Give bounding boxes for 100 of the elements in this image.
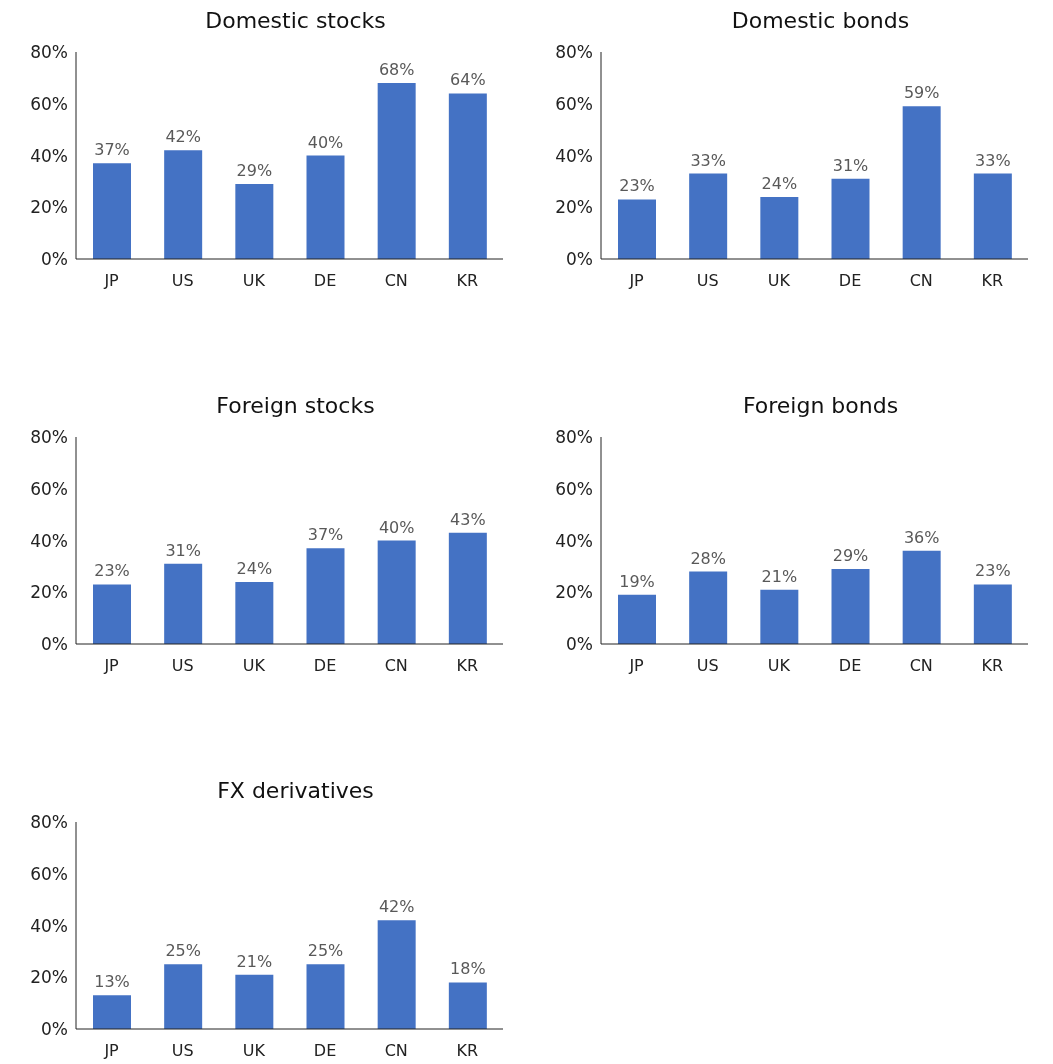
bar (448, 93, 487, 259)
y-tick-label: 60% (555, 93, 593, 114)
data-label: 31% (832, 155, 869, 175)
y-tick-label: 20% (30, 582, 68, 603)
data-label: 37% (307, 525, 344, 545)
data-label: 64% (450, 70, 486, 90)
x-tick-label: JP (103, 656, 120, 676)
data-label: 40% (307, 132, 344, 152)
bar (93, 584, 131, 644)
data-label: 21% (236, 951, 273, 971)
x-tick-label: KR (456, 656, 479, 676)
bar (377, 540, 416, 644)
chart-title: Domestic bonds (730, 8, 911, 35)
x-tick-label: DE (838, 271, 862, 291)
y-tick-label: 40% (555, 145, 593, 166)
bar (377, 920, 416, 1029)
y-tick-label: 20% (30, 967, 68, 988)
data-label: 33% (975, 150, 1011, 170)
x-tick-label: JP (628, 271, 645, 291)
x-tick-label: UK (767, 656, 791, 676)
x-tick-label: CN (384, 1041, 408, 1061)
x-tick-label: DE (313, 271, 337, 291)
y-tick-label: 20% (30, 197, 68, 218)
y-tick-label: 80% (555, 427, 593, 448)
y-tick-label: 20% (555, 197, 593, 218)
bar (618, 594, 656, 644)
bar (973, 173, 1012, 259)
data-label: 33% (690, 150, 726, 170)
y-tick-label: 60% (30, 93, 68, 114)
bar (902, 550, 941, 644)
x-tick-label: DE (838, 656, 862, 676)
bar (93, 163, 131, 259)
bar (93, 995, 131, 1029)
x-tick-label: US (171, 656, 194, 676)
data-label: 23% (619, 176, 655, 196)
x-tick-label: CN (384, 656, 408, 676)
data-label: 42% (378, 897, 415, 917)
bar (235, 183, 274, 259)
y-tick-label: 0% (566, 634, 593, 655)
y-tick-label: 60% (555, 478, 593, 499)
data-label: 13% (94, 972, 130, 992)
x-tick-label: CN (384, 271, 408, 291)
x-tick-label: UK (242, 271, 266, 291)
data-label: 31% (165, 540, 201, 560)
data-label: 28% (690, 548, 726, 568)
chart-title: Foreign bonds (741, 393, 900, 420)
y-tick-label: 40% (30, 915, 68, 936)
bar (164, 964, 203, 1029)
bar (306, 964, 345, 1029)
bar (831, 178, 870, 259)
y-tick-label: 40% (30, 530, 68, 551)
chart-title: Foreign stocks (215, 393, 376, 420)
data-label: 36% (903, 527, 940, 547)
data-label: 43% (450, 509, 486, 529)
data-label: 23% (975, 561, 1011, 581)
y-tick-label: 40% (30, 145, 68, 166)
data-label: 21% (761, 566, 798, 586)
x-tick-label: US (696, 656, 719, 676)
x-tick-label: KR (456, 1041, 479, 1061)
y-tick-label: 20% (555, 582, 593, 603)
x-tick-label: CN (909, 271, 933, 291)
data-label: 24% (761, 173, 798, 193)
data-label: 68% (378, 60, 415, 80)
bar (235, 974, 274, 1029)
data-label: 29% (832, 545, 869, 565)
bar (377, 83, 416, 259)
y-tick-label: 40% (555, 530, 593, 551)
data-label: 23% (94, 561, 130, 581)
bar (973, 584, 1012, 644)
chart-title: FX derivatives (216, 778, 375, 805)
x-tick-label: JP (628, 656, 645, 676)
bar (448, 532, 487, 644)
x-tick-label: KR (981, 271, 1004, 291)
x-tick-label: DE (313, 1041, 337, 1061)
data-label: 42% (165, 127, 201, 147)
data-label: 18% (450, 959, 486, 979)
y-tick-label: 60% (30, 478, 68, 499)
y-tick-label: 0% (566, 249, 593, 270)
bar (760, 589, 799, 644)
y-tick-label: 60% (30, 863, 68, 884)
y-tick-label: 80% (30, 427, 68, 448)
data-label: 19% (619, 571, 655, 591)
y-tick-label: 80% (30, 42, 68, 63)
data-label: 25% (307, 941, 344, 961)
y-tick-label: 0% (41, 1019, 68, 1040)
x-tick-label: US (171, 1041, 194, 1061)
data-label: 40% (378, 517, 415, 537)
data-label: 37% (94, 140, 130, 160)
y-tick-label: 80% (30, 812, 68, 833)
x-tick-label: US (171, 271, 194, 291)
bar (164, 150, 203, 259)
bar (902, 106, 941, 259)
data-label: 29% (236, 160, 273, 180)
x-tick-label: KR (981, 656, 1004, 676)
x-tick-label: US (696, 271, 719, 291)
x-tick-label: DE (313, 656, 337, 676)
y-tick-label: 0% (41, 634, 68, 655)
bar (306, 548, 345, 644)
data-label: 24% (236, 558, 273, 578)
y-tick-label: 0% (41, 249, 68, 270)
